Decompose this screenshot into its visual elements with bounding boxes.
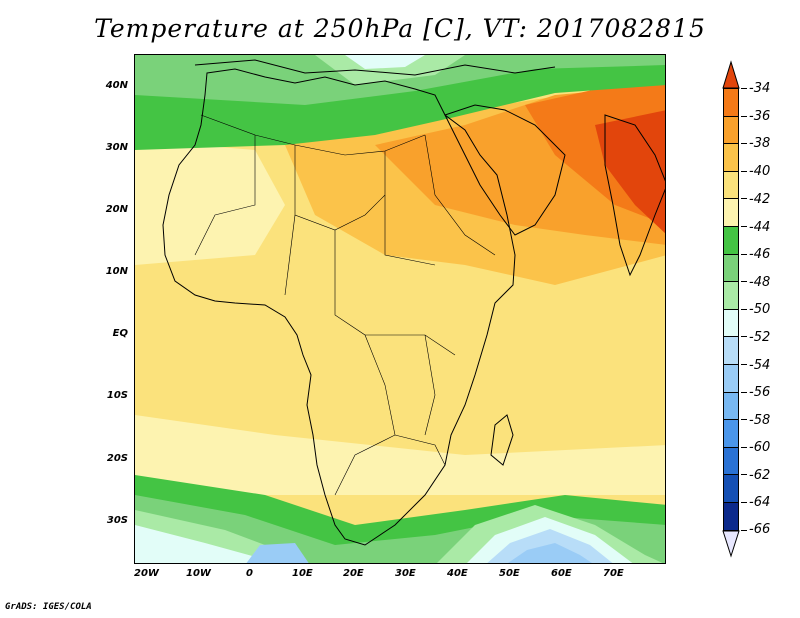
colorbar-segment [723,391,739,421]
colorbar-top-triangle [722,60,740,89]
colorbar-tick [741,226,747,227]
lon-label: 20W [134,568,159,579]
colorbar-tick [741,419,747,421]
lon-label: 70E [603,568,624,579]
footer-credit: GrADS: IGES/COLA [5,602,92,612]
colorbar-label: -36 [749,109,771,124]
colorbar-tick [741,529,747,531]
colorbar-tick [741,336,747,338]
colorbar-segment [723,88,739,117]
lat-label: 30N [105,142,128,153]
colorbar-label: -34 [749,81,771,96]
lat-label: 30S [106,515,128,526]
lon-label: 50E [499,568,520,579]
colorbar-label: -38 [749,136,771,151]
lat-label: 40N [105,80,128,91]
colorbar-segment [723,336,739,365]
band-minus48-north [135,55,665,105]
colorbar-tick [741,391,747,393]
band-minus52-north [345,55,425,69]
lat-label: 10S [106,390,128,401]
lon-label: 10W [186,568,211,579]
coastlines [162,59,665,546]
colorbar-label: -62 [749,468,771,483]
madagascar [490,414,514,466]
colorbar-label: -50 [749,302,771,317]
lat-label: 20S [106,453,128,464]
colorbar-segment [723,115,739,145]
colorbar-tick [741,364,747,365]
colorbar-tick [741,502,747,503]
colorbar-tick [741,198,747,200]
colorbar-label: -42 [749,192,771,207]
colorbar-bottom-triangle [722,530,740,558]
mediterranean-north [194,59,556,76]
lat-label: 20N [105,204,128,215]
country-borders [194,114,496,496]
temperature-map [135,55,665,563]
colorbar-label: -60 [749,440,771,455]
colorbar-label: -66 [749,522,771,537]
colorbar-segment [723,198,739,227]
band-minus50-north [315,55,465,85]
colorbar-segment [723,253,739,283]
band-minus44 [135,140,285,265]
colorbar-tick [741,115,747,117]
lat-label: 10N [105,266,128,277]
colorbar-tick [741,281,747,283]
band-minus56-se [507,543,592,563]
colorbar-tick [741,446,747,448]
colorbar-tick [741,170,747,172]
lat-label: EQ [112,328,128,339]
colorbar-segment [723,281,739,310]
colorbar-segment [723,143,739,172]
colorbar-tick [741,474,747,476]
lon-label: 20E [343,568,364,579]
colorbar-segment [723,308,739,338]
colorbar-label: -40 [749,164,771,179]
band-minus34 [595,110,665,234]
colorbar-tick [741,253,747,255]
colorbar-label: -56 [749,385,771,400]
colorbar-label: -58 [749,413,771,428]
india-coastline [604,114,665,277]
lon-label: 0 [246,568,253,579]
colorbar-label: -46 [749,247,771,262]
africa-coastline [162,68,516,546]
arabia-coastline [444,104,566,236]
lon-label: 40E [447,568,468,579]
colorbar-segment [723,419,739,448]
colorbar-label: -54 [749,358,771,373]
colorbar-tick [741,308,747,310]
band-minus52-south [135,525,278,563]
colorbar-label: -48 [749,275,771,290]
map-plot [134,54,666,564]
colorbar-segment [723,226,739,255]
colorbar-tick [741,88,747,89]
colorbar-tick [741,143,747,145]
colorbar-segment [723,446,739,476]
band-minus44-south [135,415,665,495]
colorbar-label: -52 [749,330,771,345]
colorbar-segment [723,170,739,200]
colorbar-segment [723,364,739,393]
colorbar-segment [723,474,739,503]
chart-title: Temperature at 250hPa [C], VT: 201708281… [94,14,706,43]
band-minus56-sw [246,543,309,563]
colorbar-label: -64 [749,495,771,510]
lon-label: 30E [395,568,416,579]
colorbar-label: -44 [749,220,771,235]
colorbar-segment [723,502,739,531]
lon-label: 60E [551,568,572,579]
lon-label: 10E [292,568,313,579]
